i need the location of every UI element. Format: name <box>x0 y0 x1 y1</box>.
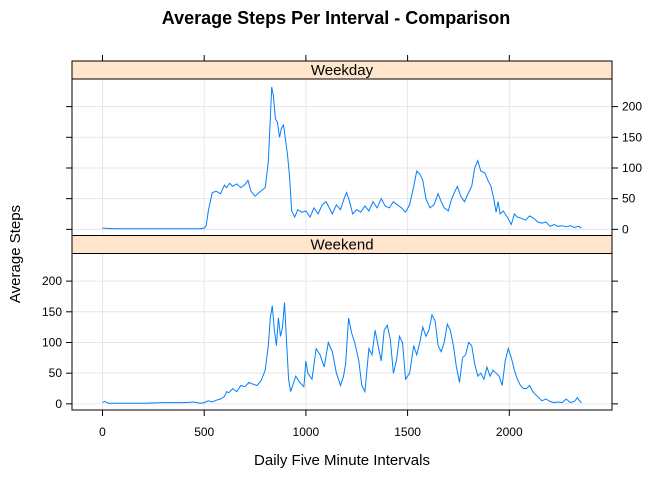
y-tick-label: 200 <box>42 274 62 288</box>
panel-frame <box>71 78 613 236</box>
y-tick-label: 50 <box>49 366 63 380</box>
y-tick-label: 0 <box>55 397 62 411</box>
series-line-weekend <box>102 302 582 404</box>
series-line-weekday <box>102 86 582 230</box>
strip-header <box>71 60 613 80</box>
strip-label: Weekend <box>310 237 373 254</box>
strip-label: Weekday <box>311 62 374 79</box>
y-tick-label: 150 <box>622 130 642 144</box>
panel-frame <box>71 253 613 411</box>
x-tick-label: 1500 <box>394 425 421 439</box>
x-tick-label: 500 <box>194 425 214 439</box>
y-tick-label: 0 <box>622 222 629 236</box>
y-tick-label: 50 <box>622 192 636 206</box>
y-tick-label: 200 <box>622 100 642 114</box>
y-tick-label: 100 <box>622 161 642 175</box>
x-tick-label: 1000 <box>293 425 320 439</box>
strip-header <box>71 235 613 254</box>
x-tick-label: 2000 <box>496 425 523 439</box>
y-axis-label: Average Steps <box>7 205 24 303</box>
chart-title: Average Steps Per Interval - Comparison <box>162 8 510 28</box>
y-tick-label: 100 <box>42 335 62 349</box>
x-axis-label: Daily Five Minute Intervals <box>254 452 430 469</box>
y-tick-label: 150 <box>42 305 62 319</box>
x-tick-label: 0 <box>99 425 106 439</box>
